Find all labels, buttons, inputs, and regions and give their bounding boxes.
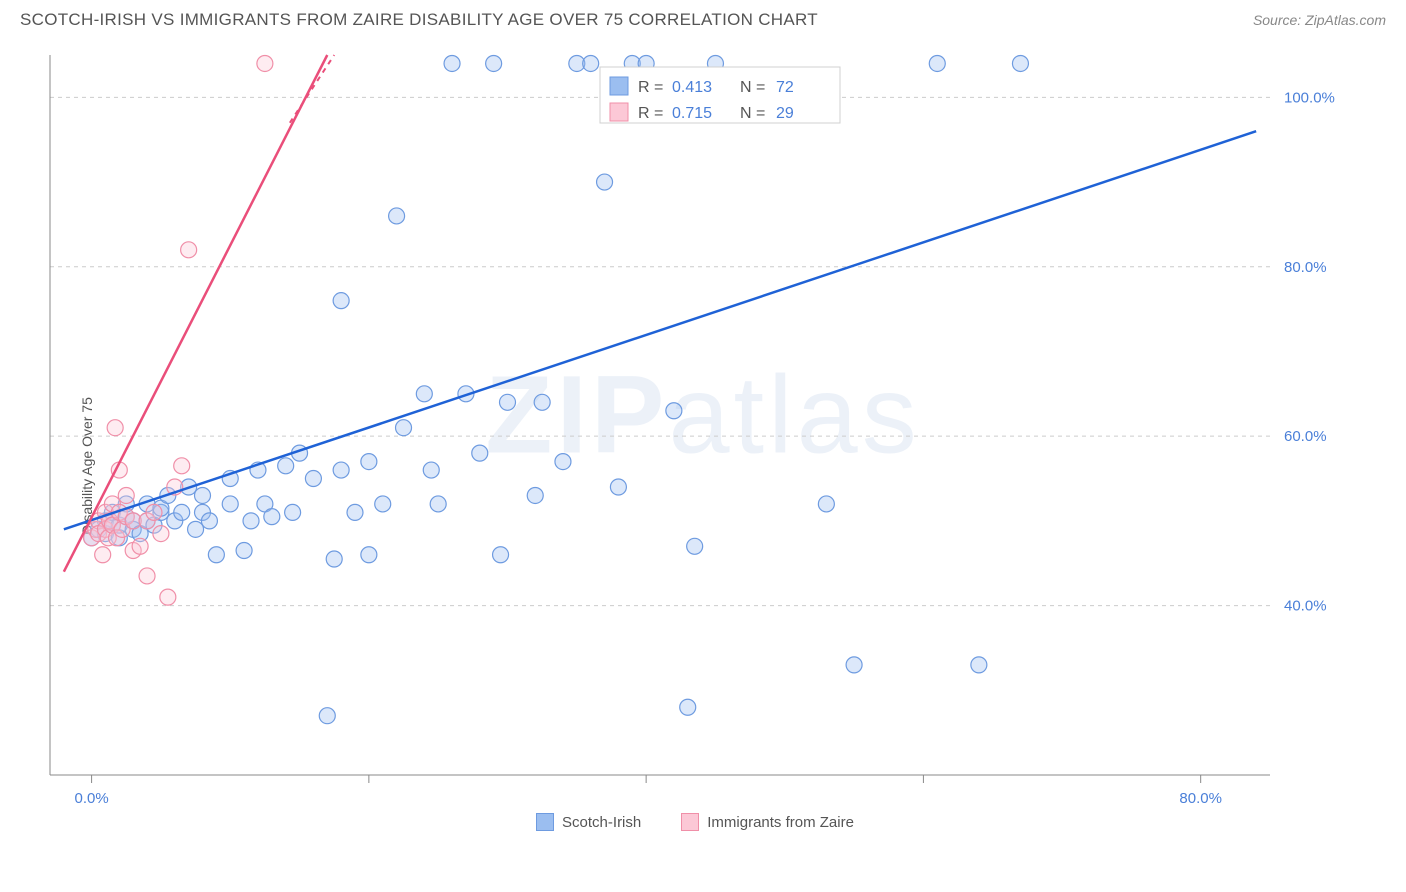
- data-point: [264, 509, 280, 525]
- data-point: [444, 55, 460, 71]
- data-point: [597, 174, 613, 190]
- source-name: ZipAtlas.com: [1305, 12, 1386, 28]
- legend-label: Immigrants from Zaire: [707, 814, 854, 831]
- data-point: [375, 496, 391, 512]
- stats-r-label: R =: [638, 105, 663, 122]
- data-point: [201, 513, 217, 529]
- data-point: [818, 496, 834, 512]
- stats-n-label: N =: [740, 105, 765, 122]
- stats-box: [600, 67, 840, 123]
- data-point: [305, 471, 321, 487]
- data-point: [361, 547, 377, 563]
- data-point: [534, 394, 550, 410]
- data-point: [430, 496, 446, 512]
- data-point: [188, 521, 204, 537]
- legend-item: Immigrants from Zaire: [681, 813, 854, 831]
- data-point: [929, 55, 945, 71]
- data-point: [160, 589, 176, 605]
- data-point: [285, 504, 301, 520]
- chart-title: SCOTCH-IRISH VS IMMIGRANTS FROM ZAIRE DI…: [20, 10, 818, 30]
- stats-swatch: [610, 77, 628, 95]
- data-point: [326, 551, 342, 567]
- data-point: [971, 657, 987, 673]
- data-point: [95, 547, 111, 563]
- chart-container: Disability Age Over 75 ZIPatlas 40.0%60.…: [0, 40, 1406, 892]
- data-point: [347, 504, 363, 520]
- data-point: [257, 55, 273, 71]
- data-point: [416, 386, 432, 402]
- stats-n-value: 29: [776, 105, 794, 122]
- data-point: [174, 458, 190, 474]
- legend-swatch: [681, 813, 699, 831]
- x-tick-label: 80.0%: [1179, 790, 1222, 807]
- data-point: [493, 547, 509, 563]
- data-point: [243, 513, 259, 529]
- stats-swatch: [610, 103, 628, 121]
- legend-label: Scotch-Irish: [562, 814, 641, 831]
- trend-line: [64, 131, 1256, 529]
- data-point: [555, 454, 571, 470]
- stats-n-value: 72: [776, 79, 794, 96]
- data-point: [153, 526, 169, 542]
- x-tick-label: 0.0%: [74, 790, 108, 807]
- data-point: [195, 487, 211, 503]
- data-point: [583, 55, 599, 71]
- stats-r-value: 0.413: [672, 79, 712, 96]
- source-attribution: Source: ZipAtlas.com: [1253, 12, 1386, 28]
- legend-item: Scotch-Irish: [536, 813, 641, 831]
- data-point: [610, 479, 626, 495]
- y-tick-label: 100.0%: [1284, 89, 1335, 106]
- stats-r-value: 0.715: [672, 105, 712, 122]
- data-point: [396, 420, 412, 436]
- data-point: [500, 394, 516, 410]
- data-point: [278, 458, 294, 474]
- data-point: [139, 568, 155, 584]
- data-point: [527, 487, 543, 503]
- data-point: [333, 462, 349, 478]
- data-point: [846, 657, 862, 673]
- data-point: [319, 708, 335, 724]
- source-prefix: Source:: [1253, 12, 1305, 28]
- data-point: [472, 445, 488, 461]
- data-point: [666, 403, 682, 419]
- y-tick-label: 80.0%: [1284, 259, 1327, 276]
- data-point: [174, 504, 190, 520]
- data-point: [132, 538, 148, 554]
- stats-r-label: R =: [638, 79, 663, 96]
- data-point: [208, 547, 224, 563]
- data-point: [181, 242, 197, 258]
- data-point: [107, 420, 123, 436]
- legend-swatch: [536, 813, 554, 831]
- data-point: [680, 699, 696, 715]
- plot-area: 40.0% 60.0% 80.0% 100.0% 0.0% 80.0% R = 0.413 N …: [50, 55, 1340, 825]
- legend: Scotch-Irish Immigrants from Zaire: [50, 813, 1340, 831]
- data-point: [423, 462, 439, 478]
- data-point: [361, 454, 377, 470]
- data-point: [1012, 55, 1028, 71]
- data-point: [687, 538, 703, 554]
- y-tick-label: 60.0%: [1284, 428, 1327, 445]
- y-tick-label: 40.0%: [1284, 598, 1327, 615]
- data-point: [146, 504, 162, 520]
- data-point: [389, 208, 405, 224]
- data-point: [222, 496, 238, 512]
- data-point: [333, 293, 349, 309]
- data-point: [236, 543, 252, 559]
- scatter-plot-svg: 40.0% 60.0% 80.0% 100.0% 0.0% 80.0% R = 0.413 N …: [50, 55, 1340, 825]
- stats-n-label: N =: [740, 79, 765, 96]
- data-point: [118, 487, 134, 503]
- trend-line-dash: [290, 55, 334, 123]
- data-point: [486, 55, 502, 71]
